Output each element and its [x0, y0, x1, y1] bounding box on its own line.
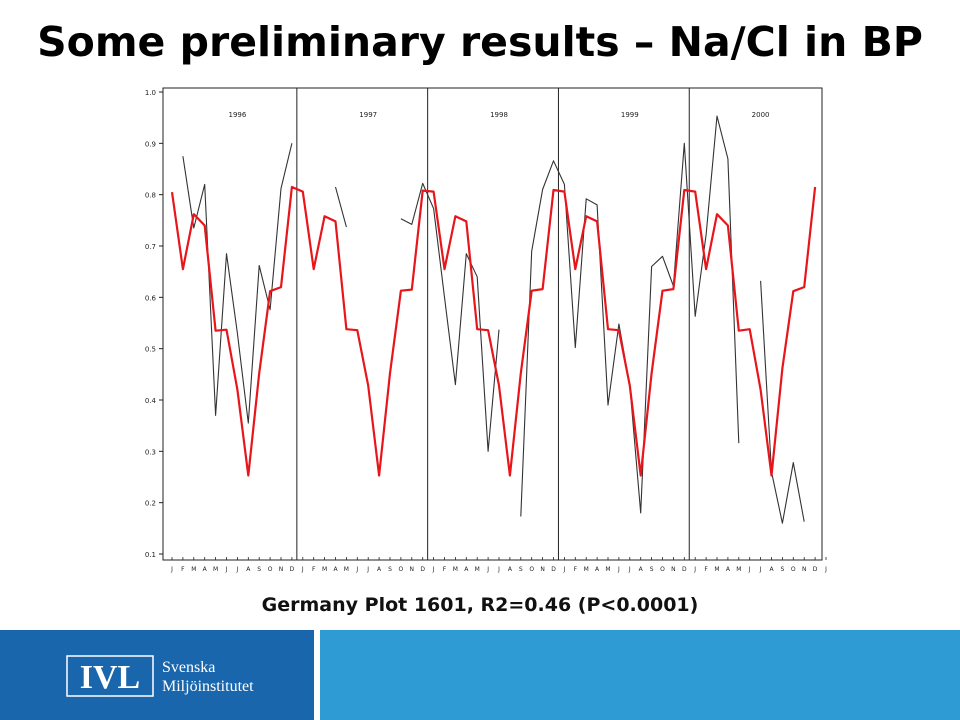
- year-dividers: [296, 88, 690, 560]
- year-label: 1999: [621, 111, 639, 119]
- x-tick-label: J: [759, 566, 762, 573]
- x-tick-label: O: [268, 566, 273, 573]
- x-tick-label: J: [170, 566, 173, 573]
- x-tick-label: M: [322, 566, 327, 573]
- x-tick-label: A: [769, 566, 774, 573]
- x-tick-label: J: [497, 566, 500, 573]
- x-tick-label: A: [246, 566, 251, 573]
- x-tick-label: M: [736, 566, 741, 573]
- y-tick-label: 0.9: [145, 140, 156, 148]
- x-tick-label: J: [486, 566, 489, 573]
- x-tick-label: S: [780, 566, 784, 573]
- x-tick-label: D: [551, 566, 556, 573]
- x-tick-label: D: [290, 566, 295, 573]
- x-tick-label: S: [519, 566, 523, 573]
- x-tick-label: J: [225, 566, 228, 573]
- x-tick-label: M: [475, 566, 480, 573]
- plot-frame: [162, 87, 823, 561]
- x-tick-label: N: [410, 566, 415, 573]
- x-tick-label: J: [824, 566, 827, 573]
- x-tick-label: A: [377, 566, 382, 573]
- x-tick-label: F: [181, 566, 185, 573]
- logo-mark: IVL: [80, 659, 140, 696]
- x-tick-label: J: [236, 566, 239, 573]
- x-tick-label: M: [605, 566, 610, 573]
- logo-line1: Svenska: [162, 659, 215, 676]
- x-tick-label: N: [671, 566, 676, 573]
- y-tick-label: 0.5: [145, 346, 156, 354]
- observed-series-line: [400, 182, 500, 452]
- x-tick-label: A: [508, 566, 513, 573]
- y-tick-label: 1.0: [145, 89, 156, 97]
- observed-series-line: [334, 186, 347, 228]
- x-tick-label: J: [748, 566, 751, 573]
- x-tick-label: F: [312, 566, 316, 573]
- y-tick-label: 0.4: [145, 397, 157, 405]
- observed-series-line: [182, 143, 293, 424]
- x-tick-label: M: [344, 566, 349, 573]
- x-tick-label: F: [704, 566, 708, 573]
- x-tick-label: N: [802, 566, 807, 573]
- y-axis: 1.0 0.9 0.8 0.7 0.6 0.5 0.4 0.3 0.2 0.1: [145, 89, 163, 559]
- x-tick-label: O: [399, 566, 404, 573]
- y-tick-label: 0.6: [145, 294, 157, 302]
- x-tick-label: M: [191, 566, 196, 573]
- x-tick-label: N: [279, 566, 284, 573]
- year-label: 2000: [752, 111, 770, 119]
- modelled-series-line: [170, 185, 817, 477]
- x-tick-label: A: [639, 566, 644, 573]
- year-label: 1996: [228, 111, 246, 119]
- year-label: 1998: [490, 111, 508, 119]
- x-tick-label: N: [540, 566, 545, 573]
- y-tick-label: 0.7: [145, 243, 156, 251]
- x-tick-label: J: [617, 566, 620, 573]
- x-tick-label: A: [203, 566, 208, 573]
- logo-line2: Miljöinstitutet: [162, 678, 254, 695]
- footer-brand-panel: IVL Svenska Miljöinstitutet: [0, 630, 314, 720]
- y-tick-label: 0.3: [145, 448, 156, 456]
- chart-caption: Germany Plot 1601, R2=0.46 (P<0.0001): [261, 594, 699, 616]
- y-tick-label: 0.1: [145, 551, 156, 559]
- x-tick-label: O: [529, 566, 534, 573]
- x-tick-label: A: [464, 566, 469, 573]
- x-tick-label: J: [693, 566, 696, 573]
- x-tick-label: M: [714, 566, 719, 573]
- x-tick-label: A: [333, 566, 338, 573]
- y-tick-label: 0.2: [145, 500, 156, 508]
- x-tick-label: F: [574, 566, 578, 573]
- x-tick-label: J: [432, 566, 435, 573]
- x-tick-label: S: [650, 566, 654, 573]
- series-lines: [170, 115, 817, 524]
- x-tick-label: J: [301, 566, 304, 573]
- x-tick-label: D: [420, 566, 425, 573]
- y-tick-label: 0.8: [145, 192, 156, 200]
- x-tick-label: O: [660, 566, 665, 573]
- slide-title: Some preliminary results – Na/Cl in BP: [37, 18, 923, 66]
- footer-divider: [314, 630, 320, 720]
- x-tick-label: S: [388, 566, 392, 573]
- x-tick-label: J: [355, 566, 358, 573]
- x-tick-label: O: [791, 566, 796, 573]
- x-tick-label: J: [563, 566, 566, 573]
- year-labels: 1996 1997 1998 1999 2000: [228, 111, 769, 119]
- x-tick-label: D: [813, 566, 818, 573]
- observed-series-line: [760, 280, 805, 524]
- logo-frame: [66, 655, 154, 697]
- ivl-logo: IVL Svenska Miljöinstitutet: [66, 655, 254, 697]
- x-tick-label: A: [726, 566, 731, 573]
- x-tick-label: J: [628, 566, 631, 573]
- x-tick-label: M: [584, 566, 589, 573]
- x-tick-label: S: [257, 566, 261, 573]
- x-tick-label: J: [366, 566, 369, 573]
- x-tick-label: D: [682, 566, 687, 573]
- x-tick-label: M: [213, 566, 218, 573]
- x-tick-label: F: [443, 566, 447, 573]
- footer-color-panel: [320, 630, 960, 720]
- x-tick-label: M: [453, 566, 458, 573]
- year-label: 1997: [359, 111, 377, 119]
- x-tick-label: A: [595, 566, 600, 573]
